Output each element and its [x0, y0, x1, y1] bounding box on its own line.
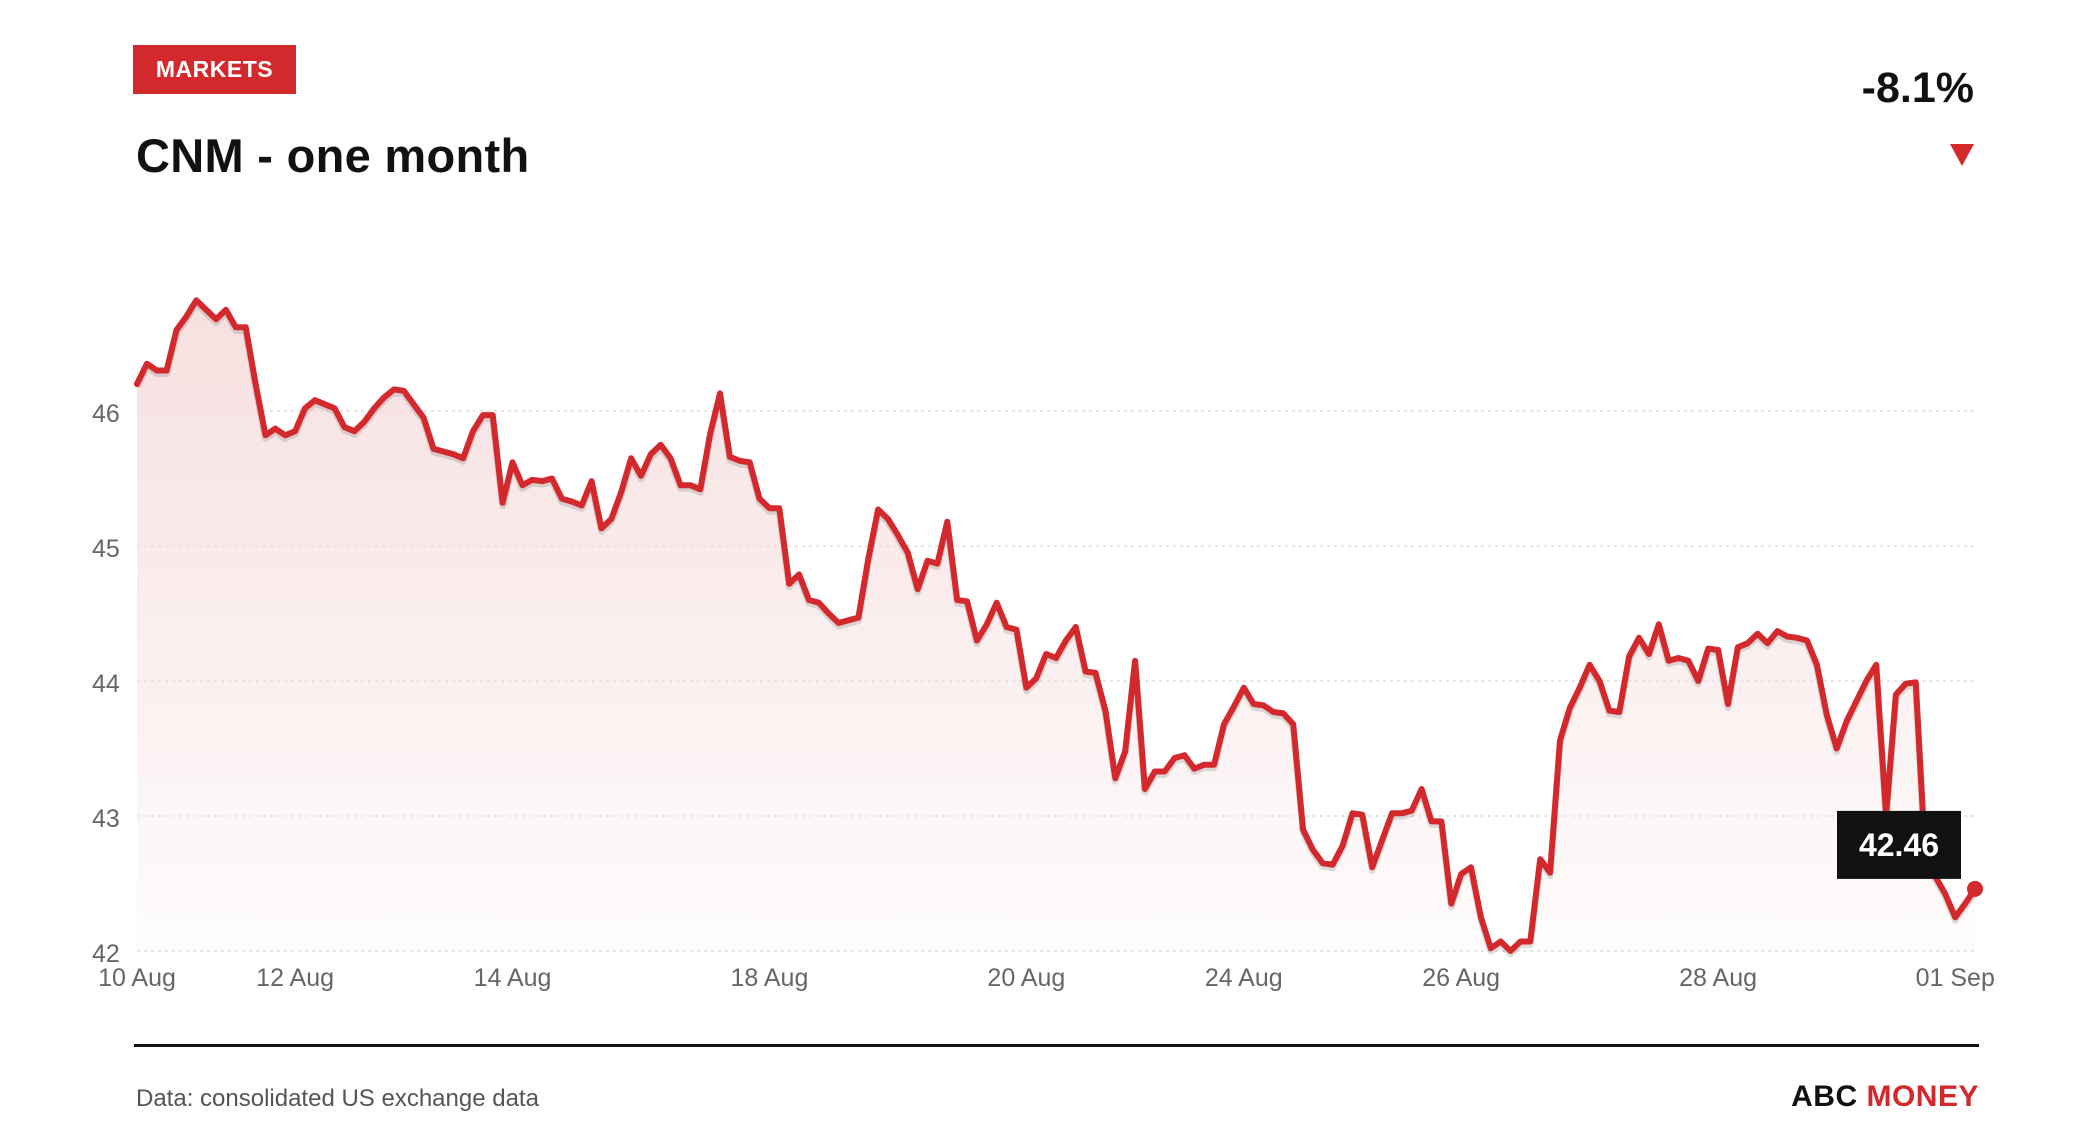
x-tick-label: 14 Aug [474, 964, 552, 992]
y-tick-label: 46 [92, 400, 120, 428]
x-tick-label: 18 Aug [731, 964, 809, 992]
y-tick-label: 45 [92, 535, 120, 563]
last-value-box [1837, 810, 1961, 879]
y-tick-label: 42 [92, 940, 120, 968]
x-tick-label: 24 Aug [1205, 964, 1283, 992]
data-source-note: Data: consolidated US exchange data [136, 1085, 539, 1112]
chart-title: CNM - one month [136, 129, 530, 182]
y-tick-label: 43 [92, 805, 120, 833]
last-point-marker [1967, 880, 1983, 897]
x-tick-label: 12 Aug [256, 964, 334, 992]
brand-logo: ABC MONEY [1791, 1080, 1979, 1114]
brand-money: MONEY [1866, 1080, 1979, 1113]
x-tick-label: 01 Sep [1916, 964, 1995, 992]
down-triangle-icon [1950, 144, 1974, 166]
price-line [134, 297, 1978, 954]
x-tick-label: 28 Aug [1679, 964, 1757, 992]
y-tick-label: 44 [92, 670, 120, 698]
price-area [137, 300, 1975, 951]
x-tick-label: 10 Aug [98, 964, 176, 992]
brand-abc: ABC [1791, 1080, 1858, 1113]
x-tick-label: 20 Aug [987, 964, 1065, 992]
markets-badge: MARKETS [133, 45, 296, 94]
x-tick-label: 26 Aug [1422, 964, 1500, 992]
footer-divider [134, 1044, 1979, 1047]
last-value-label: 42.46 [1859, 827, 1939, 863]
percent-change: -8.1% [1861, 64, 1974, 112]
